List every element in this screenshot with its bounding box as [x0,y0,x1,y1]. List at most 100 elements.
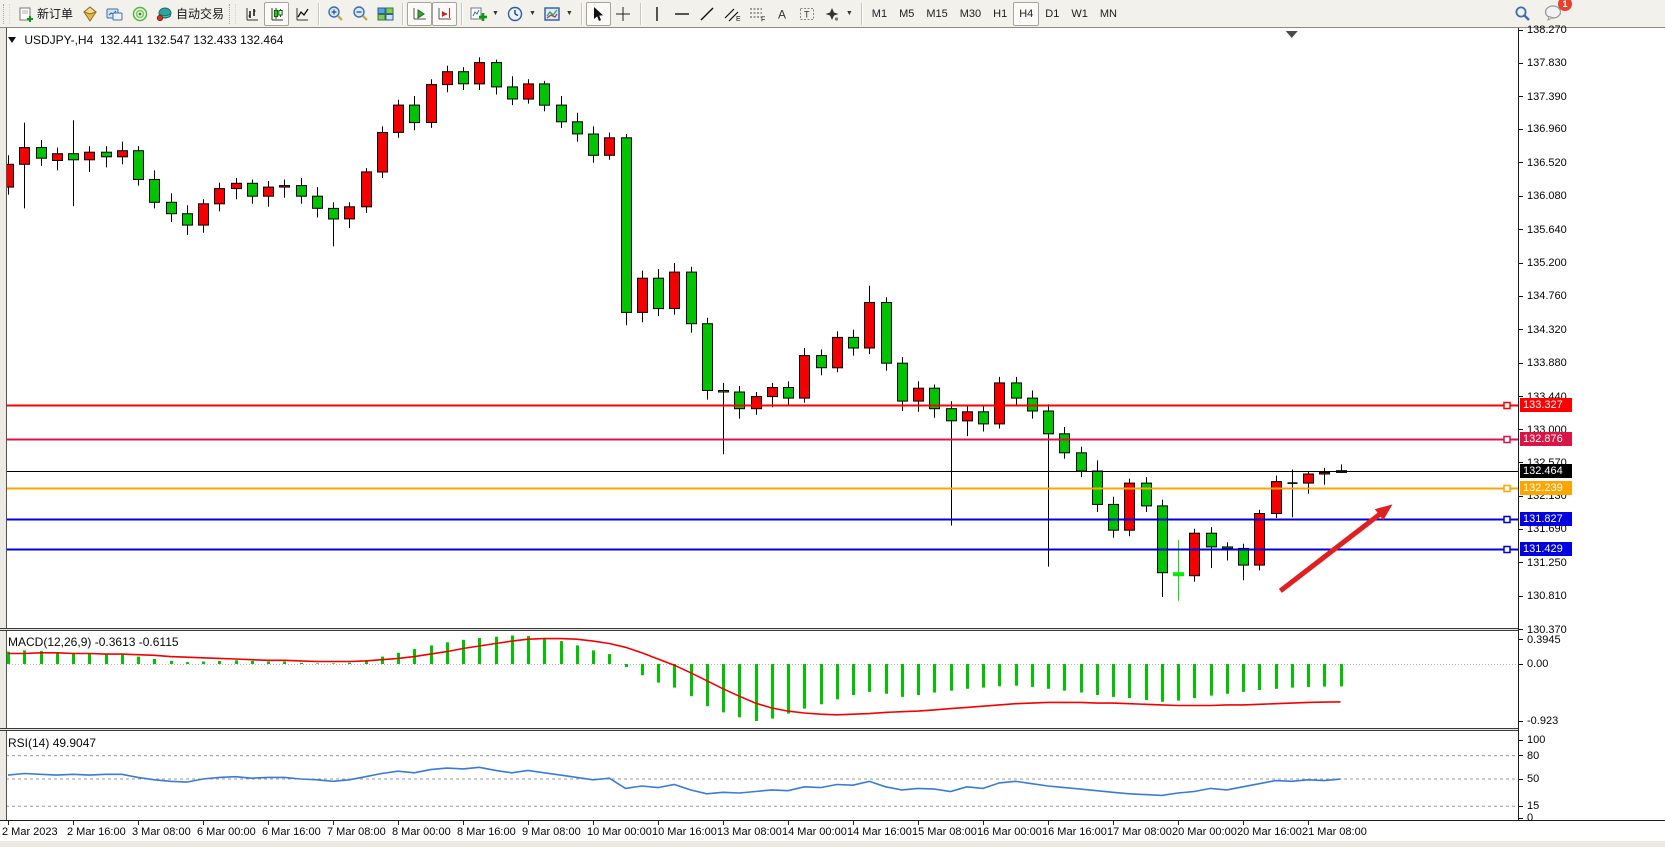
macd-pane[interactable]: MACD(12,26,9) -0.3613 -0.6115 [0,632,1518,728]
svg-text:A: A [778,7,786,21]
time-tick [1243,821,1244,825]
toolbar: 新订单 自动交易 [0,0,1665,28]
new-order-button[interactable]: 新订单 [13,2,77,26]
signals-button[interactable] [127,2,152,26]
zoom-in-button[interactable] [323,2,348,26]
zoom-out-icon [352,5,369,22]
price-tick [1519,562,1523,564]
toolbar-separator [580,2,582,25]
fibonacci-tool-button[interactable]: F [745,2,770,26]
timeframe-d1-button[interactable]: D1 [1039,2,1065,26]
tile-windows-button[interactable] [373,2,398,26]
toolbar-grip[interactable] [3,3,10,24]
time-label: 7 Mar 08:00 [327,826,386,838]
one-click-trading-toggle-icon[interactable] [8,37,16,43]
time-label: 17 Mar 08:00 [1107,826,1172,838]
fibonacci-icon: F [749,5,766,22]
toolbar-grip[interactable] [229,3,237,24]
status-strip [0,840,1665,847]
level-price-tag: 132.239 [1520,480,1572,495]
main-chart-pane[interactable]: USDJPY-,H4 132.441 132.547 132.433 132.4… [0,28,1518,629]
candlestick-mode-button[interactable] [264,1,290,26]
time-tick [723,821,724,825]
price-tick [1519,195,1523,197]
rsi-pane[interactable]: RSI(14) 49.9047 [0,731,1518,820]
periods-caret: ▼ [528,10,536,17]
rsi-plot[interactable] [0,731,1518,820]
cursor-icon [590,5,607,22]
chart-shift-marker[interactable] [1285,31,1298,38]
channel-tool-button[interactable]: E [720,2,745,26]
price-axis[interactable]: 138.270 137.830 137.390 136.960 136.520 136.0… [1518,24,1665,824]
templates-button[interactable]: ▼ [540,2,577,26]
charts-window-icon [106,5,123,22]
time-tick [73,821,74,825]
tile-windows-icon [377,5,394,22]
time-tick [528,821,529,825]
pane-divider[interactable] [0,628,1665,631]
price-tick [1519,329,1523,331]
price-tick [1519,128,1523,130]
notifications-button[interactable] [1540,1,1565,25]
time-label: 6 Mar 00:00 [197,826,256,838]
time-tick [1113,821,1114,825]
rsi-axis-label: 50 [1527,773,1540,785]
search-button[interactable] [1510,2,1535,26]
level-price-tag: 131.827 [1520,512,1572,527]
periods-button[interactable]: ▼ [503,2,540,26]
timeframe-w1-button[interactable]: W1 [1065,2,1094,26]
indicators-button[interactable]: ▼ [466,2,503,26]
time-label: 2 Mar 16:00 [67,826,126,838]
price-axis-label: 134.320 [1527,323,1567,336]
rsi-axis-label: 0 [1527,812,1534,824]
macd-plot[interactable] [0,632,1518,728]
timeframe-h1-button[interactable]: H1 [987,2,1013,26]
crosshair-tool-button[interactable] [611,2,636,26]
price-tick [1519,462,1523,464]
chart-shift-icon [436,5,453,22]
time-tick [1048,821,1049,825]
trend-arrow-object[interactable] [1278,508,1387,593]
time-tick [658,821,659,825]
main-chart-plot[interactable] [0,28,1518,629]
chart-frame: USDJPY-,H4 132.441 132.547 132.433 132.4… [0,24,1665,847]
indicators-add-icon [470,5,488,22]
price-tick [1519,362,1523,364]
cursor-tool-button[interactable] [585,1,611,26]
price-axis-label: 137.390 [1527,90,1567,103]
timeframe-h4-button[interactable]: H4 [1013,1,1040,26]
zoom-out-button[interactable] [348,2,373,26]
horizontal-line-tool-button[interactable] [670,2,695,26]
text-tool-button[interactable]: A [770,2,795,26]
auto-trading-button[interactable]: 自动交易 [152,2,228,26]
timeframe-m15-button[interactable]: M15 [920,2,953,26]
svg-text:F: F [761,16,765,22]
timeframe-m30-button[interactable]: M30 [954,2,987,26]
trendline-tool-button[interactable] [695,2,720,26]
pane-divider[interactable] [0,728,1665,731]
vertical-line-icon [649,5,666,22]
text-label-tool-button[interactable]: T [795,2,820,26]
vertical-line-tool-button[interactable] [645,2,670,26]
price-tick [1519,62,1523,64]
timeframe-m5-button[interactable]: M5 [893,2,920,26]
timeframe-mn-button[interactable]: MN [1094,2,1123,26]
line-chart-mode-button[interactable] [289,2,314,26]
time-axis[interactable]: 2 Mar 2023 2 Mar 16:00 3 Mar 08:00 6 Mar 00… [0,820,1665,841]
time-tick [1178,821,1179,825]
mql5-community-button[interactable] [77,2,102,26]
symbol-timeframe-label: USDJPY-,H4 [24,33,94,47]
line-chart-icon [293,5,310,22]
auto-scroll-button[interactable] [407,1,433,26]
trend-arrow-head[interactable] [1374,504,1393,521]
timeframe-m1-button[interactable]: M1 [866,2,893,26]
search-icon [1514,5,1531,22]
time-tick [8,821,9,825]
arrows-tool-button[interactable]: ▼ [820,2,857,26]
macd-values: -0.3613 -0.6115 [94,635,179,649]
bar-chart-mode-button[interactable] [239,2,264,26]
time-tick [463,821,464,825]
chart-shift-button[interactable] [432,1,458,26]
toolbar-separator [639,2,641,25]
market-watch-button[interactable] [102,2,127,26]
